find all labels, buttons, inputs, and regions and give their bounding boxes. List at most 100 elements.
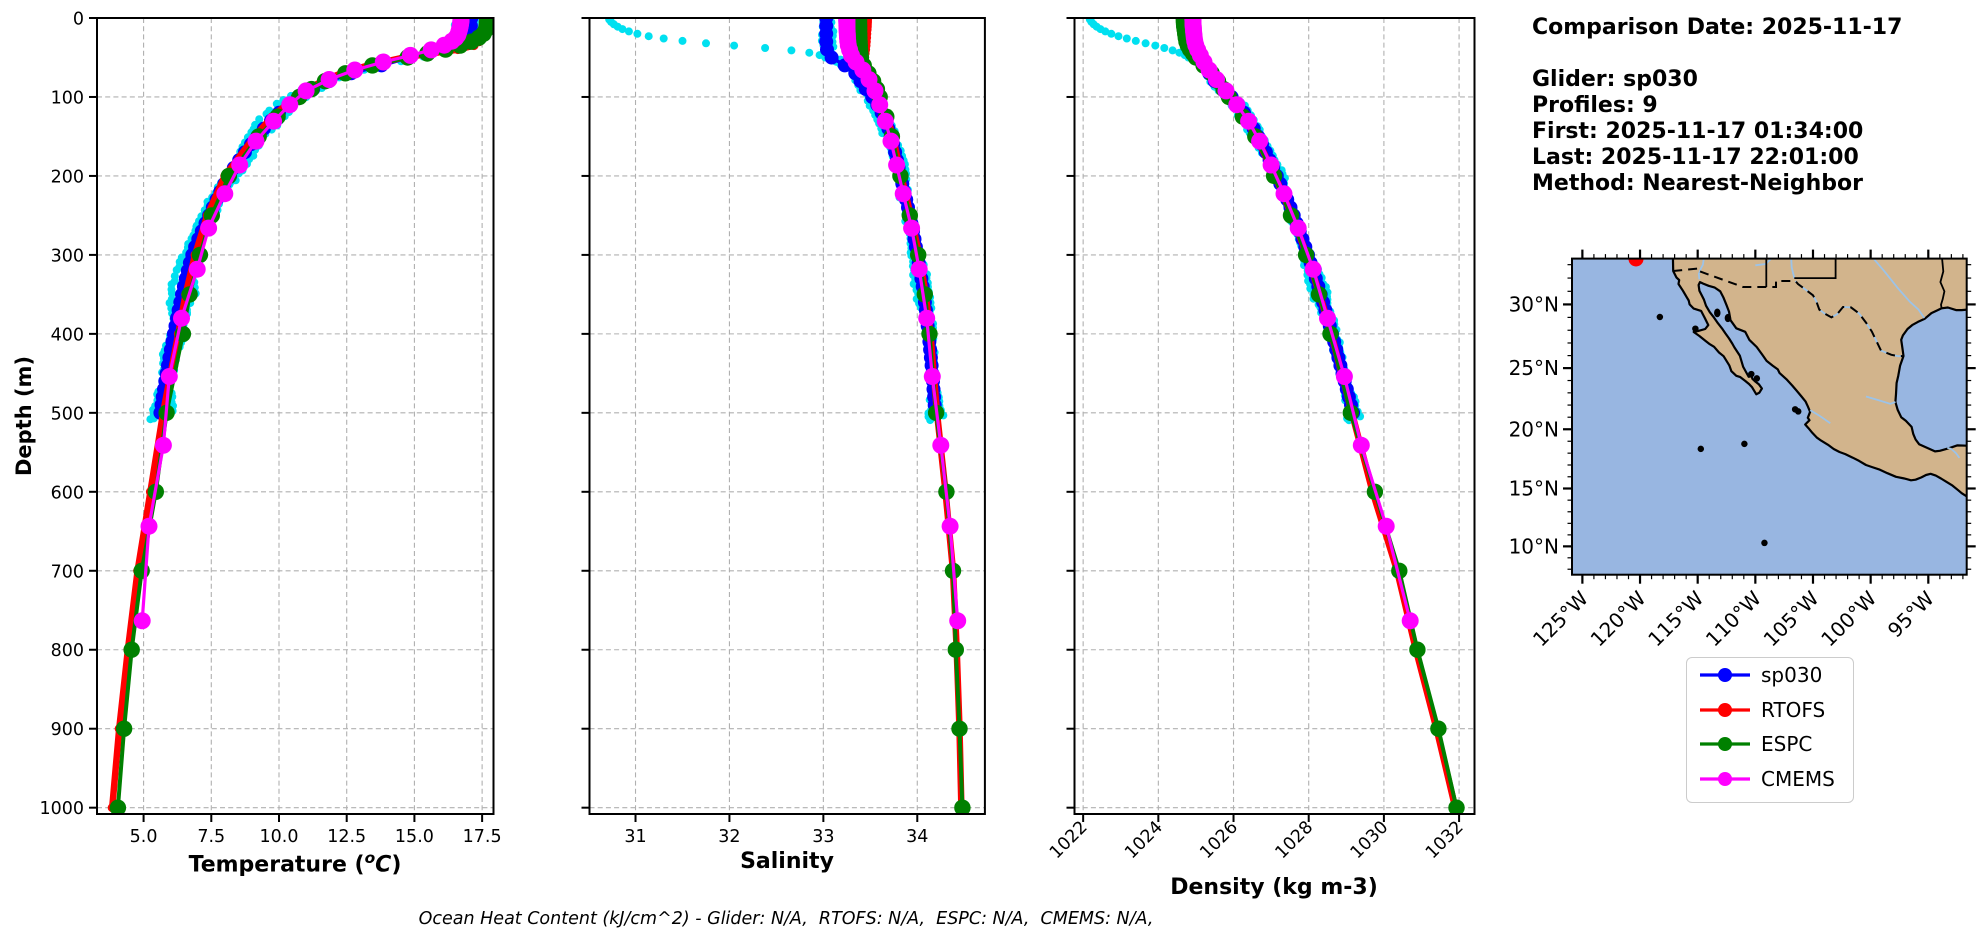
ytick-label: 800 — [51, 641, 84, 661]
xtick-label: 7.5 — [197, 827, 225, 847]
legend-sp030-label: sp030 — [1761, 663, 1823, 688]
map-river — [1809, 409, 1831, 424]
panel-temperature: 5.0 7.5 10.0 12.5 15.0 17.5 0 100 200 300 400 500 60… — [39, 10, 501, 848]
legend-rtofs-line-icon — [1700, 702, 1750, 717]
map-island — [1748, 370, 1755, 378]
series-CMEMS-salinity — [838, 18, 967, 630]
xtick-label: 31 — [624, 827, 646, 847]
map — [1572, 258, 1967, 575]
series-glider-raw-salinity — [605, 18, 948, 425]
map-lon-label: 100°W — [1816, 586, 1881, 651]
map-lat-label: 10°N — [1509, 534, 1559, 558]
legend-cmems-label: CMEMS — [1761, 767, 1835, 792]
ytick-label: 900 — [51, 720, 84, 740]
map-river — [1790, 258, 1796, 279]
legend-sp030-line-icon — [1700, 668, 1750, 683]
tick-labels-salinity: 31 32 33 34 — [624, 827, 928, 847]
series-sp030-salinity — [819, 18, 943, 420]
ocean-heat-content-footnote: Ocean Heat Content (kJ/cm^2) - Glider: N… — [418, 909, 1154, 929]
info-comparison-date: Comparison Date: 2025-11-17 — [1532, 15, 1903, 40]
temperature-axis-label: Temperature (oC) — [188, 849, 402, 878]
map-island — [1761, 539, 1768, 547]
info-glider: Glider: sp030 — [1532, 67, 1698, 92]
info-last: Last: 2025-11-17 22:01:00 — [1532, 145, 1859, 170]
map-lon-label: 115°W — [1643, 586, 1708, 651]
info-blank — [1532, 41, 1902, 67]
series-sp030-temperature — [153, 18, 479, 420]
ticks-density — [1066, 17, 1461, 822]
map-lat-label: 30°N — [1509, 292, 1559, 316]
salinity-axis-label: Salinity — [740, 849, 834, 874]
density-axis-label: Density (kg m-3) — [1170, 875, 1378, 900]
info-first: First: 2025-11-17 01:34:00 — [1532, 119, 1864, 144]
series-glider-raw-temperature — [146, 18, 488, 424]
ytick-label: 1000 — [39, 799, 84, 819]
tick-labels-temperature: 5.0 7.5 10.0 12.5 15.0 17.5 0 100 200 300 400 500 60… — [39, 10, 501, 848]
map-glider-position-marker — [1628, 258, 1644, 267]
info-profiles: Profiles: 9 — [1532, 93, 1658, 118]
xtick-label: 32 — [718, 827, 740, 847]
ytick-label: 500 — [51, 404, 84, 424]
map-ticks — [1563, 249, 1976, 584]
map-lon-label: 110°W — [1701, 586, 1766, 651]
info-method: Method: Nearest-Neighbor — [1532, 171, 1863, 196]
ytick-label: 700 — [51, 562, 84, 582]
map-island — [1656, 313, 1664, 321]
legend-cmems-line-icon — [1700, 772, 1750, 787]
map-state-border — [1794, 258, 1837, 280]
ticks-temperature — [89, 17, 484, 822]
xtick-label: 34 — [906, 827, 928, 847]
series-CMEMS-temperature — [133, 18, 470, 630]
map-island — [1724, 313, 1732, 323]
grid-density — [1074, 17, 1475, 814]
xtick-label: 10.0 — [260, 827, 299, 847]
map-island — [1794, 408, 1802, 415]
xtick-label: 33 — [812, 827, 834, 847]
map-lon-label: 120°W — [1586, 586, 1651, 651]
map-lon-label: 95°W — [1883, 586, 1939, 642]
info-panel: Comparison Date: 2025-11-17 Glider: sp03… — [1532, 15, 1902, 197]
xtick-label: 1026 — [1196, 817, 1242, 863]
panel-salinity: 31 32 33 34 — [581, 17, 986, 847]
series-glider-raw-density — [1085, 18, 1365, 425]
map-lon-label: 125°W — [1528, 586, 1593, 651]
map-lat-label: 25°N — [1509, 356, 1559, 380]
map-lat-label: 20°N — [1509, 417, 1559, 441]
ytick-label: 300 — [51, 246, 84, 266]
map-land — [1671, 258, 1967, 498]
tick-labels-density: 1022 1024 1026 1028 1030 1032 — [1046, 817, 1468, 863]
xtick-label: 1028 — [1272, 817, 1318, 863]
ytick-label: 400 — [51, 325, 84, 345]
map-river — [1865, 395, 1896, 405]
ticks-salinity — [581, 17, 919, 822]
map-state-border — [1939, 258, 1946, 309]
legend-rtofs-label: RTOFS — [1761, 697, 1826, 722]
xtick-label: 17.5 — [463, 827, 502, 847]
map-lon-label: 105°W — [1759, 586, 1824, 651]
map-island — [1741, 440, 1748, 448]
depth-axis-label: Depth (m) — [12, 355, 36, 477]
map-country-border — [1673, 267, 1904, 358]
series-CMEMS-density — [1184, 18, 1419, 630]
map-island — [1753, 375, 1761, 382]
xtick-label: 12.5 — [327, 827, 366, 847]
xtick-label: 1022 — [1046, 817, 1092, 863]
legend: sp030 RTOFS ESPC CMEMS — [1686, 657, 1854, 803]
map-river — [1947, 446, 1961, 459]
map-island — [1692, 325, 1699, 332]
panel-density: 1022 1024 1026 1028 1030 1032 — [1046, 17, 1476, 863]
map-island — [1697, 445, 1705, 453]
legend-item-rtofs: RTOFS — [1687, 693, 1853, 728]
xtick-label: 5.0 — [130, 827, 158, 847]
ytick-label: 0 — [73, 10, 84, 30]
ytick-label: 600 — [51, 483, 84, 503]
legend-item-sp030: sp030 — [1687, 658, 1853, 693]
xtick-label: 1030 — [1347, 817, 1393, 863]
xtick-label: 1024 — [1121, 817, 1167, 863]
map-river — [1872, 258, 1926, 319]
legend-espc-label: ESPC — [1761, 732, 1813, 757]
map-river — [1697, 258, 1705, 280]
ytick-label: 200 — [51, 167, 84, 187]
